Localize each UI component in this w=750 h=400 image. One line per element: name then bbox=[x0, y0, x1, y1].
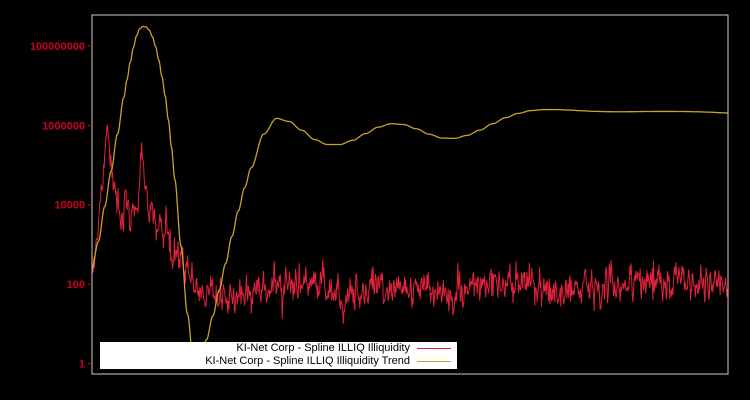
chart-legend: KI-Net Corp - Spline ILLIQ Illiquidity K… bbox=[100, 342, 457, 369]
y-axis-tick-label: 100000000 bbox=[30, 41, 85, 53]
y-axis-tick-label: 1000000 bbox=[42, 120, 85, 132]
plot-area-frame bbox=[91, 14, 729, 375]
legend-label-illiquidity: KI-Net Corp - Spline ILLIQ Illiquidity bbox=[236, 342, 410, 354]
legend-item-illiquidity[interactable]: KI-Net Corp - Spline ILLIQ Illiquidity bbox=[100, 342, 457, 355]
y-axis-tick-label: 10000 bbox=[54, 200, 85, 212]
legend-swatch-illiquidity-trend bbox=[417, 361, 451, 362]
legend-swatch-illiquidity bbox=[417, 348, 451, 349]
y-axis-tick-label: 100 bbox=[67, 279, 85, 291]
y-axis-tick-label: 1 bbox=[79, 359, 85, 371]
legend-item-illiquidity-trend[interactable]: KI-Net Corp - Spline ILLIQ Illiquidity T… bbox=[100, 355, 457, 368]
legend-label-illiquidity-trend: KI-Net Corp - Spline ILLIQ Illiquidity T… bbox=[205, 355, 410, 367]
y-axis-ticks: 100000000 1000000 10000 100 1 bbox=[30, 41, 92, 371]
series-line-illiquidity bbox=[92, 124, 728, 324]
